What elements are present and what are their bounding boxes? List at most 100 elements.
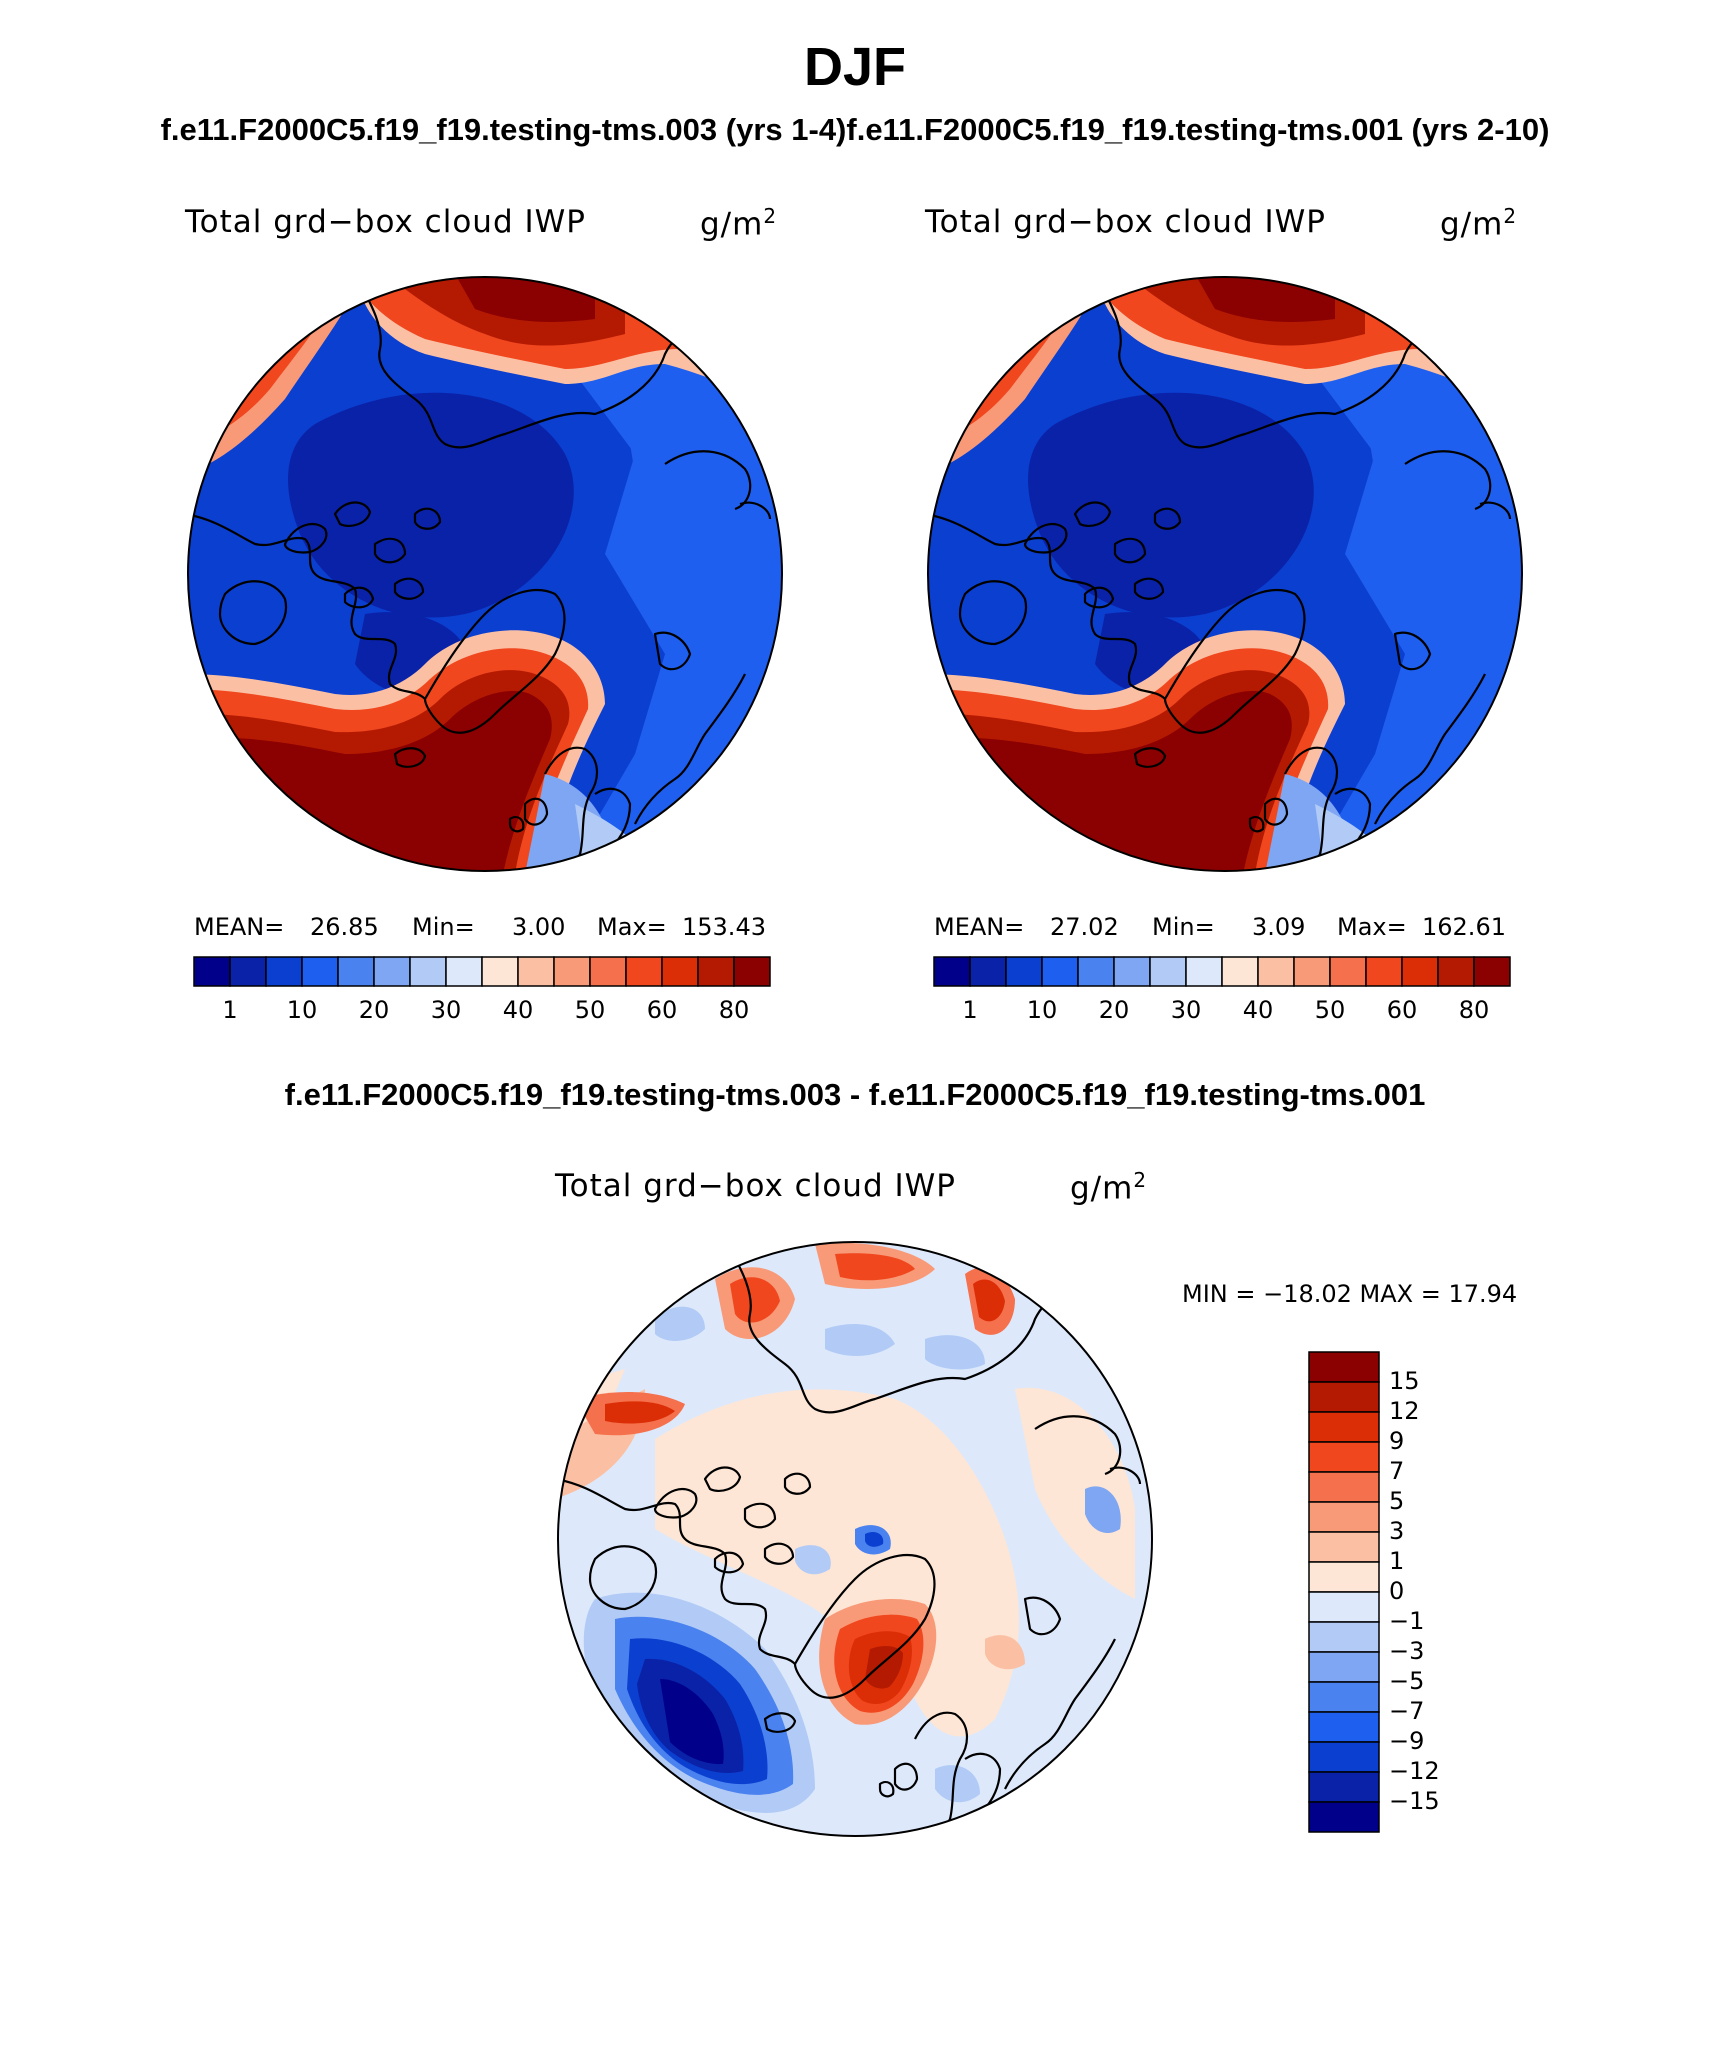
diff-colorbar-swatch — [1308, 1501, 1380, 1533]
panel2-colorbar-tick-label: 1 — [962, 996, 978, 1024]
panel2-colorbar-tick-label: 40 — [1242, 996, 1274, 1024]
diff-colorbar-tick-label: 0 — [1389, 1577, 1405, 1605]
panel2-min-label: Min= — [1152, 913, 1215, 941]
panel1-colorbar-swatch — [373, 956, 411, 987]
panel2-colorbar-swatch — [1365, 956, 1403, 987]
panel1-colorbar-swatch — [553, 956, 591, 987]
panel2-map — [927, 276, 1523, 872]
diff-colorbar-tick-label: 12 — [1389, 1397, 1420, 1425]
panel2-colorbar — [933, 956, 1511, 987]
panel2-mean-label: MEAN= — [934, 913, 1025, 941]
panel1-colorbar-swatch — [661, 956, 699, 987]
diff-colorbar-swatch — [1308, 1621, 1380, 1653]
panel2-colorbar-swatch — [1473, 956, 1511, 987]
diff-colorbar — [1308, 1351, 1380, 1833]
panel1-min-label: Min= — [412, 913, 475, 941]
diff-colorbar-swatch — [1308, 1801, 1380, 1833]
panel2-colorbar-tick-label: 60 — [1386, 996, 1418, 1024]
diff-variable-label: Total grd−box cloud IWP — [555, 1168, 956, 1204]
panel2-colorbar-swatch — [1257, 956, 1295, 987]
diff-colorbar-tick-label: −1 — [1389, 1607, 1425, 1635]
panel1-colorbar-tick-label: 50 — [574, 996, 606, 1024]
panel1-map-border — [187, 276, 783, 872]
diff-colorbar-swatch — [1308, 1441, 1380, 1473]
panel1-min-value: 3.00 — [512, 913, 566, 941]
diff-colorbar-swatch — [1308, 1681, 1380, 1713]
panel1-max-value: 153.43 — [682, 913, 766, 941]
panel2-max-label: Max= — [1337, 913, 1407, 941]
panel2-colorbar-tick-label: 30 — [1170, 996, 1202, 1024]
panel2-colorbar-swatch — [1005, 956, 1043, 987]
panel2-mean-value: 27.02 — [1050, 913, 1119, 941]
panel2-colorbar-swatch — [1221, 956, 1259, 987]
panel1-colorbar-swatch — [445, 956, 483, 987]
panel2-colorbar-tick-label: 10 — [1026, 996, 1058, 1024]
diff-colorbar-tick-label: 15 — [1389, 1367, 1420, 1395]
panel1-colorbar-tick-label: 20 — [358, 996, 390, 1024]
diff-colorbar-swatch — [1308, 1741, 1380, 1773]
panel1-mean-value: 26.85 — [310, 913, 379, 941]
diff-colorbar-swatch — [1308, 1471, 1380, 1503]
panel1-colorbar-tick-label: 60 — [646, 996, 678, 1024]
diff-colorbar-tick-label: −7 — [1389, 1697, 1425, 1725]
panel1-variable-label: Total grd−box cloud IWP — [185, 204, 586, 240]
panel2-map-border — [927, 276, 1523, 872]
diff-colorbar-tick-label: 7 — [1389, 1457, 1405, 1485]
diff-colorbar-tick-label: −3 — [1389, 1637, 1425, 1665]
panel2-colorbar-swatch — [1149, 956, 1187, 987]
panel1-colorbar-swatch — [409, 956, 447, 987]
diff-colorbar-tick-label: −5 — [1389, 1667, 1425, 1695]
panel1-colorbar-swatch — [697, 956, 735, 987]
panel2-colorbar-swatch — [1437, 956, 1475, 987]
panel1-colorbar-swatch — [301, 956, 339, 987]
diff-colorbar-swatch — [1308, 1531, 1380, 1563]
panel1-colorbar-swatch — [625, 956, 663, 987]
diff-colorbar-tick-label: −9 — [1389, 1727, 1425, 1755]
diff-colorbar-swatch — [1308, 1711, 1380, 1743]
diff-colorbar-swatch — [1308, 1771, 1380, 1803]
diff-colorbar-tick-label: −12 — [1389, 1757, 1440, 1785]
panel1-map — [187, 276, 783, 872]
panel1-units-label: g/m2 — [700, 204, 778, 243]
panel1-colorbar-tick-label: 10 — [286, 996, 318, 1024]
panel2-max-value: 162.61 — [1422, 913, 1506, 941]
diff-map-border — [557, 1241, 1153, 1837]
diff-minmax-label: MIN = −18.02 MAX = 17.94 — [1182, 1280, 1518, 1308]
panel2-colorbar-tick-label: 80 — [1458, 996, 1490, 1024]
diff-map — [557, 1241, 1153, 1837]
panel1-max-label: Max= — [597, 913, 667, 941]
panel1-colorbar-swatch — [337, 956, 375, 987]
diff-colorbar-swatch — [1308, 1561, 1380, 1593]
panel2-colorbar-swatch — [1185, 956, 1223, 987]
diff-colorbar-tick-label: 1 — [1389, 1547, 1405, 1575]
panel2-colorbar-tick-label: 50 — [1314, 996, 1346, 1024]
panel1-colorbar-swatch — [733, 956, 771, 987]
case-names-subtitle: f.e11.F2000C5.f19_f19.testing-tms.003 (y… — [160, 112, 1550, 147]
panel1-colorbar-swatch — [589, 956, 627, 987]
panel1-colorbar-swatch — [481, 956, 519, 987]
panel2-colorbar-swatch — [1113, 956, 1151, 987]
panel2-colorbar-tick-label: 20 — [1098, 996, 1130, 1024]
panel1-mean-label: MEAN= — [194, 913, 285, 941]
panel1-colorbar-tick-label: 1 — [222, 996, 238, 1024]
diff-colorbar-swatch — [1308, 1411, 1380, 1443]
diff-colorbar-tick-label: 5 — [1389, 1487, 1405, 1515]
panel1-colorbar-tick-label: 80 — [718, 996, 750, 1024]
panel1-colorbar-swatch — [265, 956, 303, 987]
diff-colorbar-tick-label: −15 — [1389, 1787, 1440, 1815]
diff-colorbar-swatch — [1308, 1351, 1380, 1383]
panel1-colorbar-swatch — [229, 956, 267, 987]
panel2-units-label: g/m2 — [1440, 204, 1518, 243]
panel2-colorbar-swatch — [933, 956, 971, 987]
diff-colorbar-swatch — [1308, 1381, 1380, 1413]
diff-colorbar-swatch — [1308, 1651, 1380, 1683]
panel1-colorbar-swatch — [517, 956, 555, 987]
panel1-colorbar-tick-label: 30 — [430, 996, 462, 1024]
diff-colorbar-tick-label: 3 — [1389, 1517, 1405, 1545]
panel2-colorbar-swatch — [1329, 956, 1367, 987]
panel2-colorbar-swatch — [1401, 956, 1439, 987]
diff-colorbar-tick-label: 9 — [1389, 1427, 1405, 1455]
panel1-colorbar-swatch — [193, 956, 231, 987]
diff-colorbar-swatch — [1308, 1591, 1380, 1623]
